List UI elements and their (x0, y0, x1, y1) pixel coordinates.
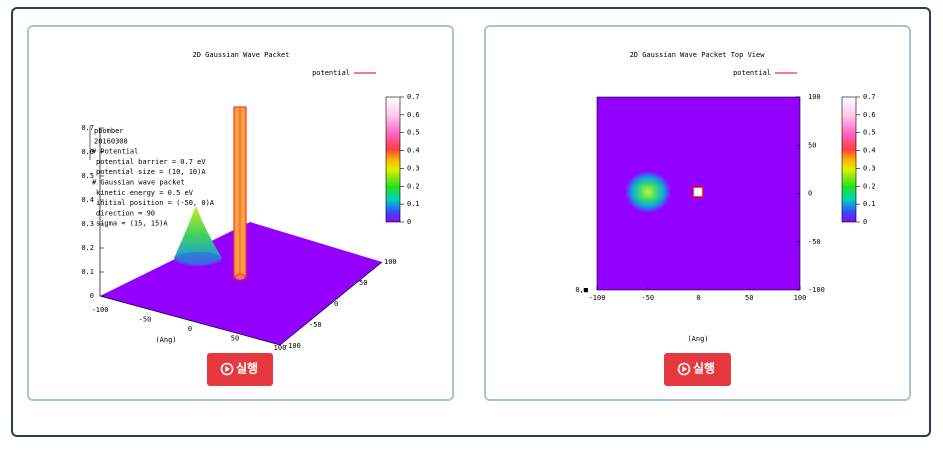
button-bg[interactable] (664, 353, 731, 386)
y-tick-label: -100 (808, 286, 825, 294)
y-tick-label: 50 (359, 279, 367, 287)
play-icon (220, 362, 234, 376)
y-tick-label: -50 (309, 321, 322, 329)
colorbar-tick-label: 0.1 (863, 200, 876, 208)
x-tick-label: -50 (139, 316, 152, 324)
run-button[interactable]: 실행 (207, 353, 273, 386)
x-tick-label: 50 (231, 335, 239, 343)
colorbar-tick-label: 0.6 (407, 111, 420, 119)
button-bg[interactable] (207, 353, 273, 386)
y-tick-label: 100 (808, 93, 821, 101)
colorbar-tick-label: 0.5 (407, 129, 420, 137)
colorbar-tick-label: 0.3 (863, 164, 876, 172)
colorbar-tick-label: 0 (407, 218, 411, 226)
note: initial position = (-50, 0)A (96, 199, 215, 207)
colorbar-tick-label: 0 (863, 218, 867, 226)
x-tick-label: 100 (794, 294, 807, 302)
button-label[interactable]: 실행 (693, 361, 715, 376)
x-tick-label: 50 (745, 294, 753, 302)
colorbar (841, 96, 857, 223)
y-tick-label: -50 (808, 238, 821, 246)
z-tick-label: 0.4 (81, 196, 94, 204)
colorbar-tick-label: 0.7 (407, 93, 420, 101)
plot-title: 2D Gaussian Wave Packet Top View (630, 51, 766, 59)
z-tick-label: 0.2 (81, 244, 94, 252)
x-tick-label: -100 (589, 294, 606, 302)
axis-label: (Ang) (155, 336, 176, 344)
x-tick-label: 0 (188, 325, 192, 333)
note: sigma = (15, 15)A (96, 220, 168, 228)
colorbar-tick-label: 0.7 (863, 93, 876, 101)
play-triangle (682, 366, 687, 372)
wave-base (174, 252, 222, 266)
legend-label: potential (312, 69, 350, 77)
wave-packet (174, 206, 222, 265)
floor (100, 222, 382, 345)
z-tick-label: 0.1 (81, 268, 94, 276)
colorbar-tick-label: 0.5 (863, 129, 876, 137)
plot-title: 2D Gaussian Wave Packet (193, 51, 290, 59)
note: kinetic energy = 0.5 eV (96, 189, 194, 197)
play-triangle (225, 366, 230, 372)
x-tick-label: -50 (641, 294, 654, 302)
colorbar-tick-label: 0.4 (407, 147, 420, 155)
z-tick-label: 0.3 (81, 220, 94, 228)
y-axis (279, 261, 383, 346)
note: 20160308 (94, 137, 128, 145)
z-tick-label: 0 (90, 292, 94, 300)
x-tick-label: 100 (274, 344, 287, 352)
note: # Gaussian wave packet (92, 179, 185, 187)
note: potential barrier = 0.7 eV (96, 158, 206, 166)
z-tick-label: 0.7 (81, 124, 94, 132)
barrier (692, 186, 704, 198)
run-button[interactable]: 실행 (664, 353, 731, 386)
z-tick-label: 0.6 (81, 148, 94, 156)
button-label[interactable]: 실행 (236, 361, 258, 376)
y-tick-label: 0 (808, 190, 812, 198)
axis-label: (Ang) (687, 335, 708, 343)
x-axis (99, 295, 281, 346)
colorbar-tick-label: 0.6 (863, 111, 876, 119)
colorbar (385, 96, 401, 223)
container (11, 7, 931, 437)
z-tick-label: 0.5 (81, 172, 94, 180)
note: # Potential (92, 148, 138, 156)
colorbar-tick-label: 0.3 (407, 164, 420, 172)
corner-label: 0,■ (575, 286, 588, 294)
note: potential size = (10, 10)A (96, 168, 206, 176)
legend-label: potential (733, 69, 771, 77)
colorbar-tick-label: 0.1 (407, 200, 420, 208)
x-tick-label: 0 (696, 294, 700, 302)
y-tick-label: 0 (334, 300, 338, 308)
colorbar-tick-label: 0.2 (407, 182, 420, 190)
wave-packet (625, 171, 671, 213)
x-tick-label: -100 (92, 306, 109, 314)
y-tick-label: -100 (284, 342, 301, 350)
colorbar-tick-label: 0.4 (863, 147, 876, 155)
y-tick-label: 50 (808, 141, 816, 149)
note: direction = 90 (96, 209, 155, 217)
colorbar-tick-label: 0.2 (863, 182, 876, 190)
play-icon (677, 362, 691, 376)
y-tick-label: 100 (384, 258, 397, 266)
barrier-foot (234, 273, 246, 281)
note: pbomber (94, 127, 124, 135)
